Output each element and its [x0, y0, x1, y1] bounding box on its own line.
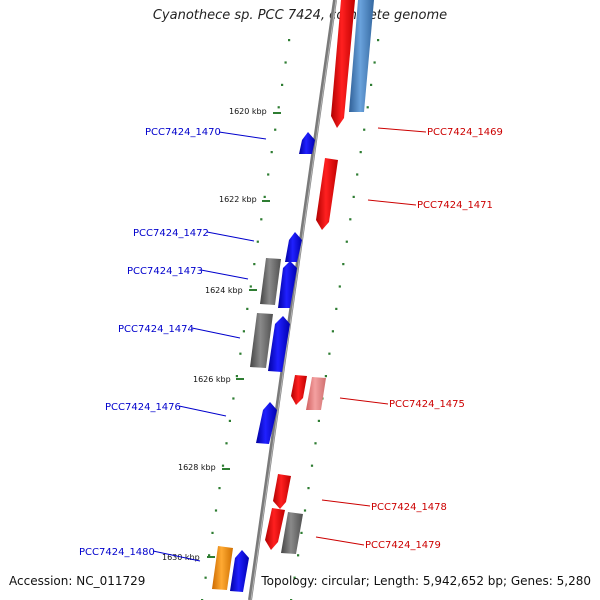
guide-dot — [256, 240, 259, 243]
gene-steel-upstream[interactable] — [349, 0, 374, 112]
guide-dot — [317, 419, 320, 422]
gene-pcc7424-1474[interactable] — [268, 316, 290, 372]
guide-dot — [214, 509, 218, 512]
guide-dot — [239, 352, 242, 355]
kbp-label-1622: 1622 kbp — [219, 195, 257, 204]
guide-dot — [267, 173, 270, 176]
guide-dot — [211, 531, 214, 534]
guide-dot — [208, 554, 211, 557]
label-pcc7424-1469[interactable]: PCC7424_1469 — [427, 127, 503, 138]
reverse-strand-genes — [265, 0, 374, 554]
gene-pcc7424-1473[interactable] — [278, 261, 297, 308]
kbp-label-1630: 1630 kbp — [162, 553, 200, 562]
genome-title: Cyanothece sp. PCC 7424, complete genome — [152, 8, 448, 23]
guide-dot — [338, 285, 341, 288]
gene-pcc7424-1475b[interactable] — [306, 377, 326, 410]
kbp-scale: 1620 kbp 1622 kbp 1624 kbp 1626 kbp 1628… — [162, 107, 281, 562]
guide-dot — [307, 487, 310, 490]
gene-pcc7424-1469[interactable] — [331, 0, 355, 128]
gene-pcc7424-1470[interactable] — [299, 132, 315, 154]
guide-dot — [359, 151, 362, 154]
guide-dot — [277, 106, 280, 109]
guide-dot — [335, 307, 338, 310]
guide-dot — [274, 128, 277, 131]
gene-pcc7424-1475[interactable] — [291, 375, 307, 405]
accession-text: Accession: NC_011729 — [9, 574, 146, 588]
label-pcc7424-1480[interactable]: PCC7424_1480 — [79, 547, 155, 558]
gene-pcc7424-1474-gray[interactable] — [250, 313, 273, 368]
guide-dot — [349, 218, 352, 221]
gene-gray-1479-adjacent[interactable] — [281, 512, 303, 554]
gene-pcc7424-1473-gray[interactable] — [260, 258, 281, 305]
guide-dot — [263, 195, 266, 198]
gene-pcc7424-1479[interactable] — [265, 508, 285, 550]
guide-dot — [293, 576, 296, 579]
guide-dot — [288, 39, 291, 42]
guide-dot — [218, 487, 221, 490]
label-pcc7424-1478[interactable]: PCC7424_1478 — [371, 502, 447, 513]
guide-dot — [356, 173, 359, 176]
gene-pcc7424-1472[interactable] — [285, 232, 302, 262]
guide-dot — [328, 352, 331, 355]
gene-pcc7424-1476[interactable] — [256, 402, 277, 444]
gene-pcc7424-1480-orange[interactable] — [212, 546, 233, 590]
label-pcc7424-1472[interactable]: PCC7424_1472 — [133, 228, 209, 239]
kbp-label-1624: 1624 kbp — [205, 286, 243, 295]
guide-dot — [297, 554, 300, 557]
guide-dot — [242, 330, 245, 333]
guide-dot — [246, 307, 249, 310]
guide-dot — [249, 285, 252, 288]
left-dotted-guide — [201, 39, 291, 600]
label-pcc7424-1470[interactable]: PCC7424_1470 — [145, 127, 221, 138]
label-pcc7424-1473[interactable]: PCC7424_1473 — [127, 266, 203, 277]
guide-dot — [204, 576, 207, 579]
guide-dot — [284, 61, 287, 64]
kbp-label-1626: 1626 kbp — [193, 375, 231, 384]
label-pcc7424-1476[interactable]: PCC7424_1476 — [105, 402, 181, 413]
right-dotted-guide — [290, 39, 380, 600]
guide-dot — [260, 218, 263, 221]
guide-dot — [342, 263, 345, 266]
guide-dot — [235, 375, 238, 378]
gene-pcc7424-1480[interactable] — [230, 550, 249, 592]
gene-pcc7424-1471[interactable] — [316, 158, 338, 230]
guide-dot — [228, 419, 231, 422]
leader-lines — [152, 127, 427, 562]
kbp-label-1628: 1628 kbp — [178, 463, 216, 472]
right-gene-labels: PCC7424_1469 PCC7424_1471 PCC7424_1475 P… — [365, 127, 503, 551]
guide-dot — [363, 128, 366, 131]
guide-dot — [225, 442, 228, 445]
guide-dot — [331, 330, 334, 333]
guide-dot — [345, 240, 348, 243]
guide-dot — [221, 464, 225, 467]
guide-dot — [270, 151, 273, 154]
guide-dot — [281, 83, 284, 86]
guide-dot — [370, 83, 373, 86]
gene-pcc7424-1478[interactable] — [273, 474, 291, 509]
left-gene-labels: PCC7424_1470 PCC7424_1472 PCC7424_1473 P… — [79, 127, 221, 558]
label-pcc7424-1479[interactable]: PCC7424_1479 — [365, 540, 441, 551]
label-pcc7424-1474[interactable]: PCC7424_1474 — [118, 324, 194, 335]
guide-dot — [366, 106, 369, 109]
guide-dot — [300, 531, 303, 534]
guide-dot — [373, 61, 376, 64]
label-pcc7424-1475[interactable]: PCC7424_1475 — [389, 399, 465, 410]
guide-dot — [232, 397, 235, 400]
kbp-label-1620: 1620 kbp — [229, 107, 267, 116]
guide-dot — [377, 39, 380, 42]
label-pcc7424-1471[interactable]: PCC7424_1471 — [417, 200, 493, 211]
topology-text: Topology: circular; Length: 5,942,652 bp… — [261, 574, 591, 588]
forward-strand-genes — [212, 132, 315, 592]
guide-dot — [314, 442, 317, 445]
genome-backbone — [248, 0, 337, 600]
guide-dot — [253, 263, 256, 266]
guide-dot — [303, 509, 307, 512]
guide-dot — [324, 375, 327, 378]
guide-dot — [352, 195, 355, 198]
guide-dot — [310, 464, 314, 467]
